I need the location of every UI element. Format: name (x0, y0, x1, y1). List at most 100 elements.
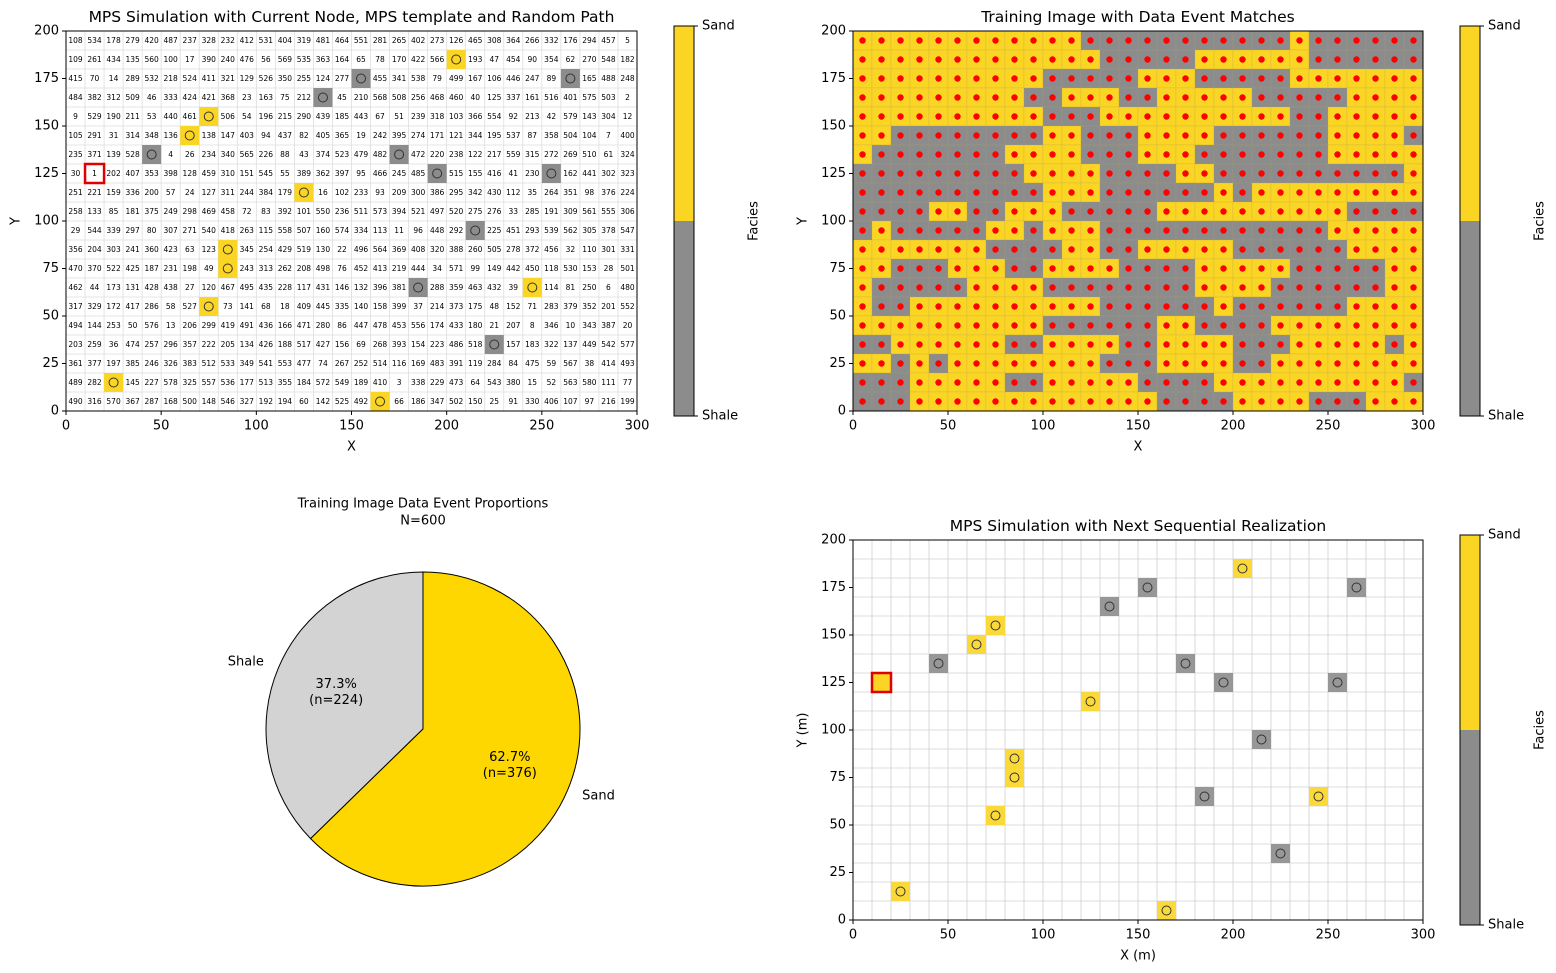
match-dot (1201, 265, 1208, 272)
match-dot (859, 151, 866, 158)
match-dot (1277, 284, 1284, 291)
path-order-number: 194 (278, 397, 293, 406)
path-order-number: 68 (261, 302, 271, 311)
y-tick-label: 25 (829, 356, 846, 371)
path-order-number: 198 (183, 264, 198, 273)
path-order-number: 330 (525, 397, 540, 406)
match-dot (1030, 303, 1037, 310)
path-order-number: 326 (164, 359, 179, 368)
match-dot (1372, 284, 1379, 291)
match-dot (878, 37, 885, 44)
match-dot (897, 113, 904, 120)
path-order-number: 256 (411, 93, 426, 102)
match-dot (897, 341, 904, 348)
path-order-number: 233 (354, 188, 369, 197)
match-dot (897, 379, 904, 386)
path-order-number: 335 (335, 302, 350, 311)
match-dot (1258, 246, 1265, 253)
x-tick-label: 50 (153, 419, 170, 434)
match-dot (1391, 94, 1398, 101)
path-order-number: 32 (566, 245, 576, 254)
match-dot (973, 360, 980, 367)
path-order-number: 410 (373, 378, 388, 387)
match-dot (1296, 170, 1303, 177)
path-order-number: 517 (297, 340, 312, 349)
match-dot (1106, 56, 1113, 63)
path-order-number: 276 (487, 207, 502, 216)
match-dot (878, 132, 885, 139)
path-order-number: 563 (563, 378, 578, 387)
match-dot (1220, 265, 1227, 272)
match-dot (1182, 360, 1189, 367)
match-dot (992, 284, 999, 291)
path-order-number: 190 (106, 112, 121, 121)
match-dot (897, 303, 904, 310)
path-order-number: 14 (109, 74, 119, 83)
path-order-number: 381 (392, 283, 407, 292)
match-dot (1353, 113, 1360, 120)
path-order-number: 128 (183, 169, 198, 178)
path-order-number: 534 (87, 36, 102, 45)
path-order-number: 484 (68, 93, 83, 102)
y-tick-label: 50 (829, 309, 846, 324)
path-order-number: 267 (335, 359, 350, 368)
path-order-number: 264 (544, 188, 559, 197)
match-dot (1353, 227, 1360, 234)
match-dot (859, 37, 866, 44)
match-dot (954, 37, 961, 44)
match-dot (1220, 113, 1227, 120)
path-order-number: 203 (68, 340, 83, 349)
path-order-number: 282 (87, 378, 102, 387)
match-dot (1258, 265, 1265, 272)
path-order-number: 33 (509, 207, 519, 216)
match-dot (1315, 208, 1322, 215)
path-order-number: 406 (544, 397, 559, 406)
path-order-number: 81 (566, 283, 576, 292)
path-order-number: 453 (392, 321, 407, 330)
match-dot (1125, 227, 1132, 234)
path-order-number: 59 (547, 359, 557, 368)
path-order-number: 275 (468, 207, 483, 216)
path-order-number: 331 (620, 245, 635, 254)
conditioning-cell (465, 221, 485, 240)
match-dot (1011, 227, 1018, 234)
match-dot (878, 94, 885, 101)
match-dot (935, 265, 942, 272)
path-order-number: 150 (468, 397, 483, 406)
path-order-number: 110 (582, 245, 597, 254)
match-dot (1106, 151, 1113, 158)
match-dot (935, 246, 942, 253)
path-order-number: 88 (280, 150, 290, 159)
match-dot (1030, 132, 1037, 139)
conditioning-point (933, 658, 944, 669)
match-dot (1258, 284, 1265, 291)
path-order-number: 204 (87, 245, 102, 254)
path-order-number: 532 (144, 74, 159, 83)
match-dot (1201, 303, 1208, 310)
match-dot (1068, 265, 1075, 272)
conditioning-cell (294, 183, 314, 202)
path-order-number: 71 (528, 302, 538, 311)
match-dot (1144, 37, 1151, 44)
path-order-number: 405 (316, 131, 331, 140)
match-dot (992, 94, 999, 101)
match-dot (1296, 94, 1303, 101)
match-dot (1144, 170, 1151, 177)
path-order-number: 159 (106, 188, 121, 197)
path-order-number: 215 (278, 112, 293, 121)
match-dot (1239, 170, 1246, 177)
path-order-number: 349 (240, 359, 255, 368)
path-order-number: 265 (392, 36, 407, 45)
path-order-number: 323 (620, 169, 635, 178)
match-dot (1277, 170, 1284, 177)
match-dot (1144, 151, 1151, 158)
match-dot (1030, 341, 1037, 348)
match-dot (954, 379, 961, 386)
match-dot (1201, 208, 1208, 215)
path-order-number: 496 (354, 245, 369, 254)
conditioning-cell (1252, 730, 1271, 749)
path-order-number: 284 (487, 359, 502, 368)
y-tick-label: 150 (821, 628, 846, 643)
path-order-number: 60 (299, 397, 309, 406)
path-order-number: 63 (185, 245, 195, 254)
